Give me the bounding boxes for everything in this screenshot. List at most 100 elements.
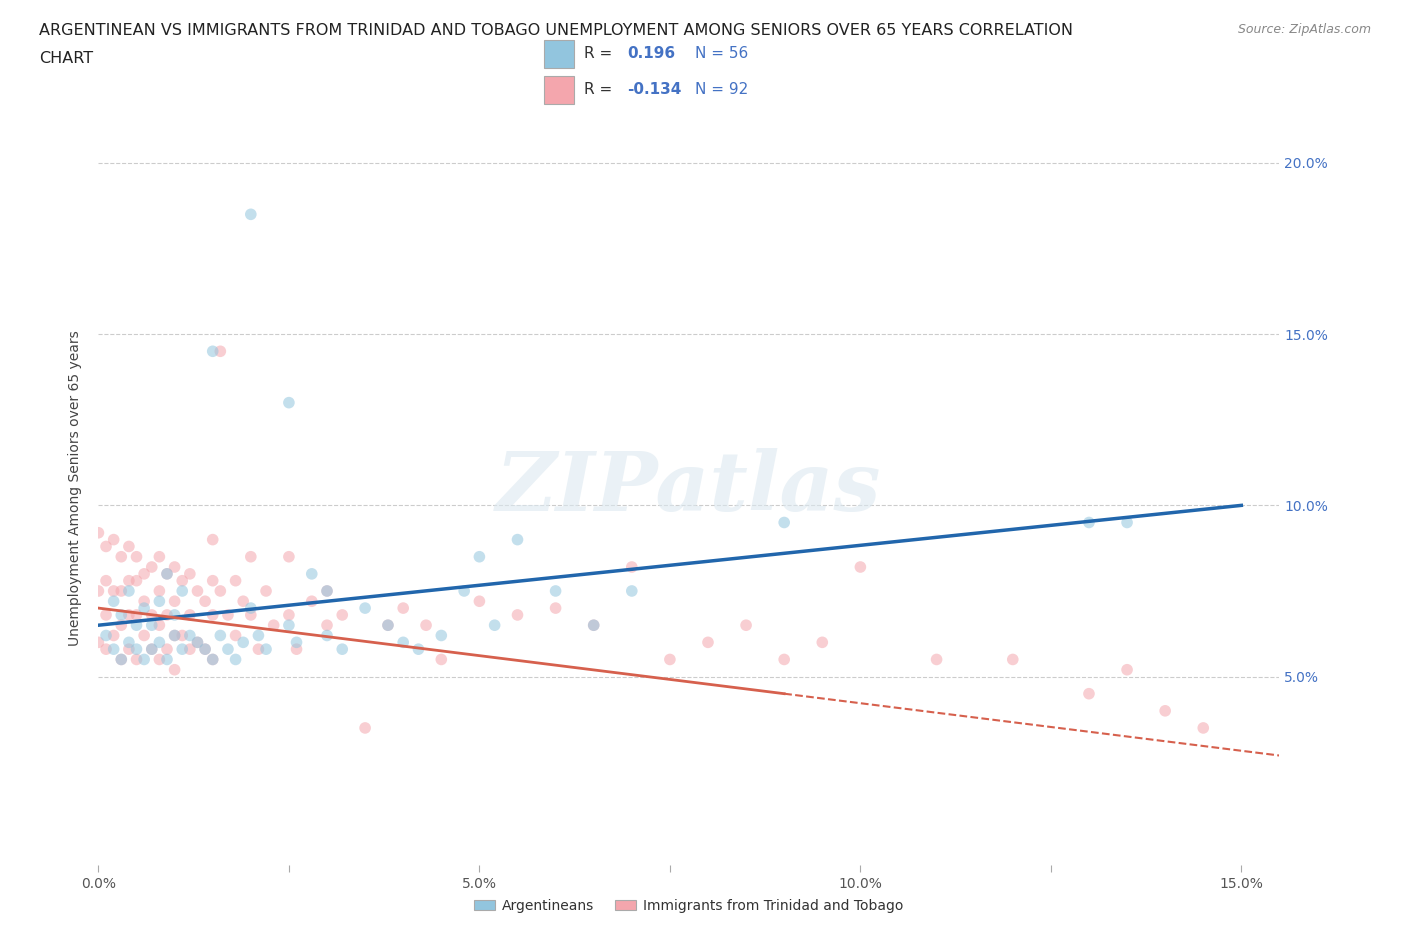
Point (172, 583, 194, 598)
Point (118, 539, 141, 554)
Point (163, 560, 186, 575)
Point (172, 628, 194, 643)
Point (316, 618, 339, 632)
Point (285, 635, 308, 650)
Point (254, 583, 277, 598)
Point (301, 594, 323, 609)
Point (225, 573, 247, 588)
Point (148, 583, 170, 598)
Point (1192, 721, 1215, 736)
Point (94, 539, 117, 554)
Point (506, 532, 529, 547)
Point (118, 573, 141, 588)
Point (156, 607, 179, 622)
Point (148, 618, 170, 632)
Point (201, 652, 224, 667)
Point (468, 594, 491, 609)
Point (544, 583, 567, 598)
Point (453, 583, 475, 598)
Point (330, 607, 353, 622)
Point (201, 573, 224, 588)
Point (118, 607, 141, 622)
Point (110, 550, 132, 565)
Point (925, 652, 948, 667)
Point (773, 515, 796, 530)
Point (125, 642, 148, 657)
Bar (544, 76, 575, 104)
Point (103, 642, 125, 657)
Point (134, 628, 156, 643)
Point (209, 583, 232, 598)
Point (1154, 703, 1177, 718)
Point (773, 652, 796, 667)
Point (186, 635, 208, 650)
Point (186, 583, 208, 598)
Point (239, 607, 262, 622)
Point (125, 607, 148, 622)
Point (148, 594, 170, 609)
Point (110, 652, 132, 667)
Point (506, 607, 529, 622)
Point (217, 642, 239, 657)
Text: N = 56: N = 56 (695, 46, 748, 61)
Point (118, 635, 141, 650)
Point (163, 628, 186, 643)
Point (1078, 515, 1101, 530)
Point (179, 628, 201, 643)
Point (232, 635, 254, 650)
Point (94, 628, 117, 643)
Point (201, 652, 224, 667)
Point (430, 628, 453, 643)
Point (1078, 686, 1101, 701)
Point (225, 652, 247, 667)
Point (110, 583, 132, 598)
Point (163, 662, 186, 677)
Point (277, 607, 299, 622)
Point (430, 652, 453, 667)
Point (186, 635, 208, 650)
Point (735, 618, 758, 632)
Point (354, 721, 377, 736)
Point (110, 607, 132, 622)
Point (141, 642, 163, 657)
Point (134, 594, 156, 609)
Point (468, 550, 491, 565)
Point (179, 607, 201, 622)
Point (87, 583, 110, 598)
Point (110, 618, 132, 632)
Point (179, 642, 201, 657)
Point (134, 652, 156, 667)
Bar (544, 41, 575, 68)
Point (316, 583, 339, 598)
Point (316, 628, 339, 643)
Point (484, 618, 506, 632)
Point (134, 566, 156, 581)
Text: R =: R = (583, 82, 617, 97)
Point (263, 618, 285, 632)
Point (125, 652, 148, 667)
Point (544, 601, 567, 616)
Point (94, 607, 117, 622)
Point (148, 652, 170, 667)
Point (582, 618, 605, 632)
Point (209, 344, 232, 359)
Point (110, 652, 132, 667)
Text: ZIPatlas: ZIPatlas (496, 448, 882, 528)
Point (87, 635, 110, 650)
Point (620, 560, 643, 575)
Point (582, 618, 605, 632)
Point (103, 583, 125, 598)
Point (239, 550, 262, 565)
Point (225, 628, 247, 643)
Point (163, 607, 186, 622)
Point (148, 550, 170, 565)
Point (118, 583, 141, 598)
Point (87, 525, 110, 540)
Point (316, 583, 339, 598)
Point (247, 628, 270, 643)
Point (94, 642, 117, 657)
Point (172, 573, 194, 588)
Point (125, 618, 148, 632)
Text: R =: R = (583, 46, 617, 61)
Point (377, 618, 399, 632)
